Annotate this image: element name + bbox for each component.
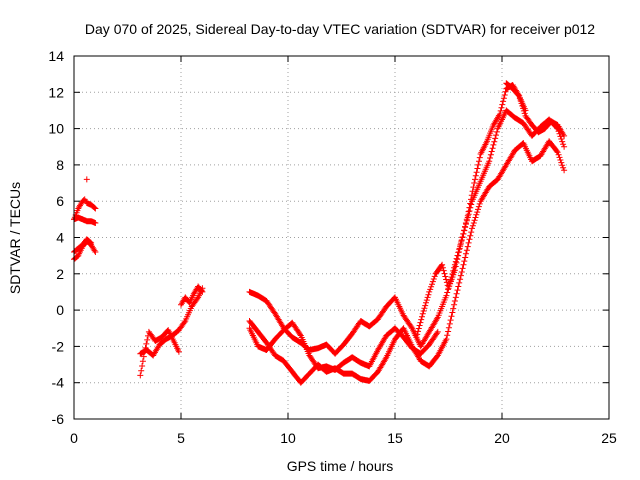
series-segment-3e-points	[503, 80, 568, 139]
series-segment-2c-points	[178, 283, 206, 308]
series-segment-3d	[413, 82, 529, 341]
y-tick-label: 10	[48, 121, 64, 137]
series-track-b-points	[71, 214, 99, 226]
series-segment-3b-points	[246, 138, 568, 386]
series-track-b	[71, 214, 99, 226]
y-tick-label: -4	[52, 375, 65, 391]
chart-title: Day 070 of 2025, Sidereal Day-to-day VTE…	[85, 21, 595, 37]
x-tick-label: 15	[387, 430, 403, 446]
y-tick-label: -2	[52, 338, 65, 354]
series-outlier	[83, 176, 90, 183]
series-segment-3b	[246, 138, 568, 386]
y-tick-label: 2	[56, 266, 64, 282]
y-axis-label: SDTVAR / TECUs	[7, 182, 23, 294]
y-tick-label: 14	[48, 48, 64, 64]
x-axis-label: GPS time / hours	[287, 458, 394, 474]
series-segment-2c	[178, 283, 206, 308]
series-segment-3c	[246, 319, 441, 373]
series-segment-3e	[503, 80, 568, 139]
x-tick-label: 25	[601, 430, 617, 446]
x-tick-label: 0	[70, 430, 78, 446]
axis-ticks: 0 5 10 15 20 25 -6 -4 -2 0 2 4 6 8 10 12 14	[48, 48, 617, 446]
y-tick-label: 12	[48, 84, 64, 100]
data-marks	[71, 80, 568, 386]
y-tick-label: 6	[56, 193, 64, 209]
y-tick-label: -6	[52, 411, 65, 427]
series-segment-3c-points	[246, 319, 441, 373]
x-tick-label: 10	[280, 430, 296, 446]
series-segment-2b	[137, 285, 206, 359]
y-tick-label: 4	[56, 230, 64, 246]
series-outlier-points	[83, 176, 90, 183]
series-segment-2b-points	[137, 285, 206, 359]
y-tick-label: 0	[56, 302, 64, 318]
series-segment-3d-points	[413, 82, 529, 341]
y-tick-label: 8	[56, 157, 64, 173]
x-tick-label: 5	[177, 430, 185, 446]
x-tick-label: 20	[494, 430, 510, 446]
